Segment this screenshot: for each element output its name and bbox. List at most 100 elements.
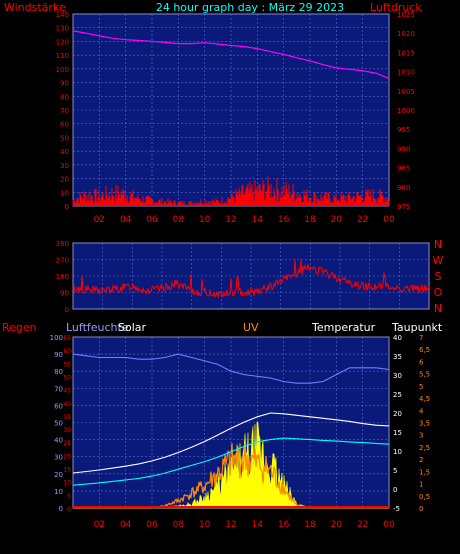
label-taupunkt: Taupunkt xyxy=(391,321,443,334)
tick-temperature: 10 xyxy=(393,448,402,456)
tick-hour: 12 xyxy=(225,520,236,530)
series-dewpoint xyxy=(72,437,390,486)
tick-uv: 4 xyxy=(419,407,424,415)
tick-hour: 04 xyxy=(120,215,132,225)
tick-direction: 180 xyxy=(56,273,69,281)
tick-uv: 6,5 xyxy=(419,346,430,354)
tick-hour: 08 xyxy=(173,520,185,530)
tick-hour: 08 xyxy=(173,215,185,225)
tick-humidity: 60 xyxy=(54,402,63,410)
tick-rain: 15 xyxy=(63,467,71,474)
tick-rain: 0 xyxy=(67,506,71,513)
tick-wind: 10 xyxy=(60,189,69,197)
series-humidity xyxy=(72,353,390,384)
panel3-temperature-ticks: -5 0 5 10 15 20 25 30 35 40 xyxy=(393,334,402,513)
tick-pressure: 1000 xyxy=(397,107,415,115)
label-solar: Solar xyxy=(118,321,147,334)
label-windstaerke: Windstärke xyxy=(4,1,66,14)
tick-humidity: 50 xyxy=(54,420,63,428)
label-temperatur: Temperatur xyxy=(311,321,376,334)
tick-wind: 60 xyxy=(60,121,69,129)
compass-label: N xyxy=(434,238,442,251)
tick-uv: 1 xyxy=(419,481,423,489)
tick-pressure: 1025 xyxy=(397,11,415,19)
label-regen: Regen xyxy=(2,321,37,334)
tick-rain: 60 xyxy=(63,348,71,355)
tick-wind: 120 xyxy=(56,38,69,46)
tick-rain: 20 xyxy=(63,453,71,460)
tick-wind: 0 xyxy=(65,203,69,211)
tick-temperature: 15 xyxy=(393,429,402,437)
tick-wind: 80 xyxy=(60,93,69,101)
tick-hour: 20 xyxy=(331,520,343,530)
tick-direction: 0 xyxy=(65,306,69,314)
tick-wind: 50 xyxy=(60,134,69,142)
tick-rain: 45 xyxy=(63,388,71,395)
tick-rain: 25 xyxy=(63,440,71,447)
tick-rain: 30 xyxy=(63,427,71,434)
tick-hour: 16 xyxy=(278,215,290,225)
tick-humidity: 100 xyxy=(50,334,63,342)
tick-temperature: 40 xyxy=(393,334,402,342)
panel1-x-ticks: 02 04 06 08 10 12 14 16 18 20 22 00 xyxy=(94,215,395,225)
tick-direction: 90 xyxy=(60,290,69,298)
tick-rain: 65 xyxy=(63,335,71,342)
tick-temperature: 0 xyxy=(393,486,397,494)
tick-rain: 50 xyxy=(63,374,71,381)
tick-hour: 14 xyxy=(252,215,264,225)
tick-hour: 16 xyxy=(278,520,290,530)
series-pressure xyxy=(72,30,390,80)
label-uv: UV xyxy=(243,321,259,334)
tick-hour: 10 xyxy=(199,215,211,225)
tick-wind: 20 xyxy=(60,176,69,184)
tick-humidity: 40 xyxy=(54,437,63,445)
panel3-humidity-ticks: 0 10 20 30 40 50 60 70 80 90 100 xyxy=(50,334,63,513)
tick-wind: 100 xyxy=(56,66,69,74)
tick-humidity: 90 xyxy=(54,351,63,359)
tick-rain: 55 xyxy=(63,361,71,368)
tick-wind: 140 xyxy=(56,11,69,19)
tick-pressure: 1010 xyxy=(397,69,415,77)
tick-uv: 6 xyxy=(419,358,424,366)
tick-pressure: 990 xyxy=(397,145,410,153)
tick-humidity: 20 xyxy=(54,471,63,479)
tick-pressure: 985 xyxy=(397,165,410,173)
tick-temperature: -5 xyxy=(393,505,400,513)
tick-hour: 12 xyxy=(225,215,236,225)
panel2-series xyxy=(72,259,430,298)
tick-wind: 40 xyxy=(60,148,69,156)
tick-humidity: 70 xyxy=(54,385,63,393)
tick-rain: 35 xyxy=(63,414,71,421)
tick-temperature: 20 xyxy=(393,410,402,418)
tick-hour: 06 xyxy=(146,215,158,225)
tick-humidity: 10 xyxy=(54,488,63,496)
tick-temperature: 35 xyxy=(393,353,402,361)
panel1-series xyxy=(72,30,390,206)
tick-uv: 3,5 xyxy=(419,420,430,428)
tick-hour: 20 xyxy=(331,215,343,225)
tick-hour: 14 xyxy=(252,520,264,530)
panel3-x-ticks: 02 04 06 08 10 12 14 16 18 20 22 00 xyxy=(94,520,395,530)
series-direction xyxy=(72,259,430,298)
compass-label: O xyxy=(434,286,443,299)
tick-uv: 0,5 xyxy=(419,493,430,501)
panel1-wind-ticks: 0 10 20 30 40 50 60 70 80 90 100 110 120 130 140 xyxy=(56,11,69,211)
tick-uv: 0 xyxy=(419,505,423,513)
series-wind xyxy=(72,176,390,206)
tick-temperature: 30 xyxy=(393,372,402,380)
panel3-rain-ticks: 0 5 10 15 20 25 30 35 40 45 50 55 60 65 xyxy=(63,335,71,513)
panel3-series xyxy=(72,353,390,509)
tick-pressure: 995 xyxy=(397,126,410,134)
chart-title: 24 hour graph day : März 29 2023 xyxy=(156,1,344,14)
tick-wind: 90 xyxy=(60,80,69,88)
tick-wind: 70 xyxy=(60,107,69,115)
series-temperature xyxy=(72,412,390,474)
panel2-grid xyxy=(73,243,429,309)
label-luftfeuchte: Luftfeuchte xyxy=(66,321,129,334)
tick-uv: 1,5 xyxy=(419,468,430,476)
tick-hour: 06 xyxy=(146,520,158,530)
label-luftdruck: Luftdruck xyxy=(370,1,422,14)
tick-uv: 5,5 xyxy=(419,371,430,379)
